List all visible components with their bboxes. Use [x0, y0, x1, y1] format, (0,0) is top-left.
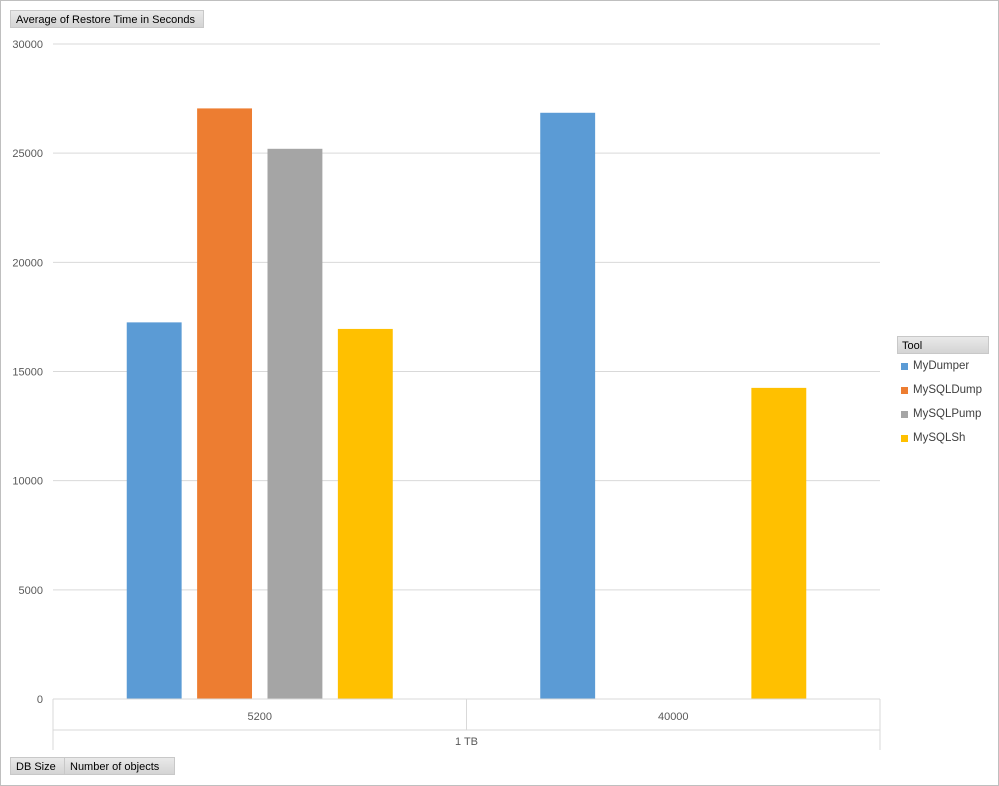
legend-swatch	[901, 411, 908, 418]
x-tick-label: 40000	[658, 711, 689, 723]
legend-swatch	[901, 435, 908, 442]
y-tick-label: 15000	[12, 367, 43, 379]
x-tick-label: 5200	[248, 711, 272, 723]
y-tick-label: 0	[37, 694, 43, 706]
legend-item-mysqldump: MySQLDump	[897, 378, 989, 402]
legend-label: MySQLPump	[913, 408, 982, 420]
legend-item-mydumper: MyDumper	[897, 354, 989, 378]
legend-item-mysqlpump: MySQLPump	[897, 402, 989, 426]
legend: Tool MyDumper MySQLDump MySQLPump MySQLS…	[897, 336, 989, 450]
y-tick-label: 30000	[12, 39, 43, 51]
bar	[267, 148, 323, 700]
x-outer-category-label: 1 TB	[455, 736, 478, 748]
value-field-button[interactable]: Average of Restore Time in Seconds	[10, 10, 204, 28]
legend-label: MyDumper	[913, 360, 970, 372]
y-tick-label: 25000	[12, 148, 43, 160]
legend-item-mysqlsh: MySQLSh	[897, 426, 989, 450]
legend-label: MySQLSh	[913, 432, 966, 444]
y-tick-label: 20000	[12, 257, 43, 269]
legend-swatch	[901, 363, 908, 370]
legend-swatch	[901, 387, 908, 394]
db-size-field-button[interactable]: DB Size	[10, 757, 65, 775]
bar	[126, 322, 182, 699]
legend-label: MySQLDump	[913, 384, 983, 396]
y-tick-label: 10000	[12, 476, 43, 488]
bar	[751, 387, 807, 699]
bar	[540, 112, 596, 699]
bar	[337, 328, 393, 699]
number-of-objects-field-button[interactable]: Number of objects	[64, 757, 175, 775]
y-tick-label: 5000	[19, 585, 43, 597]
legend-title-field-button[interactable]: Tool	[897, 336, 989, 354]
bar	[197, 108, 253, 700]
